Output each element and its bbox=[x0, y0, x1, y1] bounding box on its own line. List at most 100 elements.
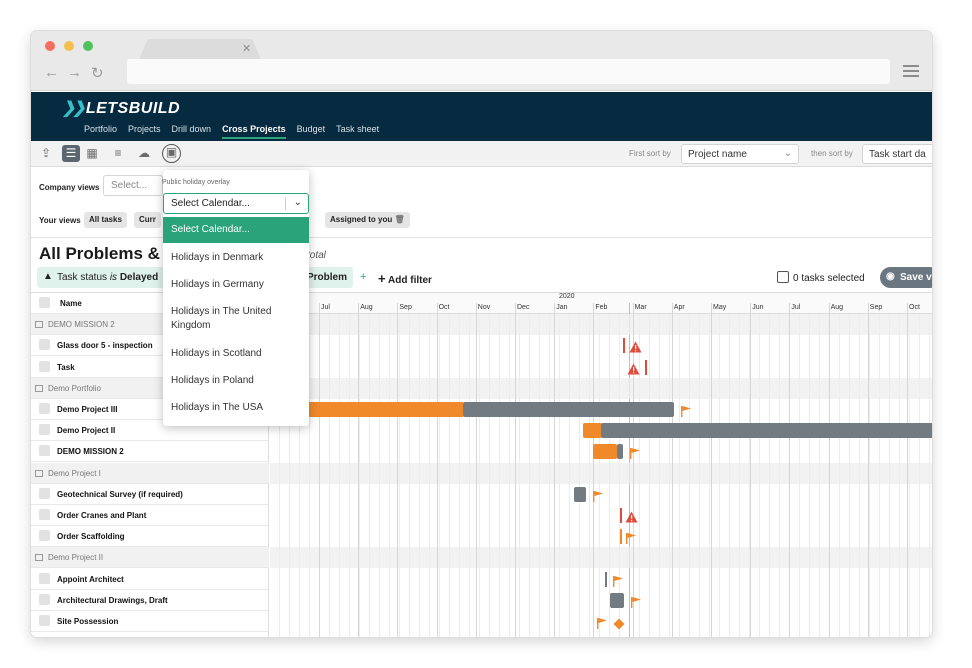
holiday-option[interactable]: Holidays in The United Kingdom bbox=[171, 306, 272, 331]
save-view-button[interactable]: ◉ Save v bbox=[880, 267, 932, 288]
task-row[interactable]: Architectural Drawings, Draft bbox=[31, 590, 269, 611]
holiday-option[interactable]: Holidays in Scotland bbox=[171, 348, 262, 359]
row-checkbox[interactable] bbox=[39, 360, 50, 372]
holiday-option[interactable]: Holidays in The USA bbox=[171, 402, 264, 413]
settings-sliders-icon[interactable]: ≡ bbox=[114, 146, 122, 160]
export-icon[interactable]: ⇪ bbox=[40, 146, 52, 160]
flag-icon[interactable] bbox=[680, 404, 692, 417]
month-divider bbox=[789, 303, 791, 637]
name-column-header[interactable]: Name bbox=[31, 293, 269, 314]
gantt-bar[interactable] bbox=[593, 444, 617, 460]
holiday-overlay-label: Public holiday overlay bbox=[162, 179, 230, 186]
group-row[interactable]: Demo Project II bbox=[31, 547, 269, 569]
flag-icon[interactable] bbox=[592, 489, 604, 502]
nav-task-sheet[interactable]: Task sheet bbox=[336, 124, 380, 134]
flag-icon[interactable] bbox=[612, 574, 624, 587]
cloud-download-icon[interactable]: ☁ bbox=[138, 146, 150, 160]
task-row[interactable]: Demo Project II bbox=[31, 420, 269, 442]
task-row[interactable]: Task bbox=[31, 357, 269, 378]
gantt-chart[interactable]: 2020 Jul Aug Sep Oct Nov Dec Jan Feb Mar Apr May Ju… bbox=[270, 293, 932, 637]
row-checkbox[interactable] bbox=[39, 424, 50, 436]
gantt-bar[interactable] bbox=[574, 486, 586, 502]
gantt-bar[interactable] bbox=[583, 423, 602, 439]
warning-icon[interactable] bbox=[629, 340, 642, 353]
task-row[interactable]: Geotechnical Survey (if required) bbox=[31, 484, 269, 505]
select-all-checkbox[interactable] bbox=[777, 271, 789, 283]
then-sort-select[interactable]: Task start da bbox=[862, 144, 932, 164]
row-checkbox[interactable] bbox=[39, 509, 50, 520]
gantt-bar[interactable] bbox=[601, 423, 932, 439]
milestone-tick[interactable] bbox=[645, 359, 647, 375]
close-tab-icon[interactable]: ✕ bbox=[242, 43, 252, 55]
back-icon[interactable]: ← bbox=[44, 64, 59, 81]
add-filter-button[interactable]: + Add filter bbox=[378, 271, 432, 286]
grid-view-icon[interactable]: ▦ bbox=[86, 146, 98, 160]
filter-chip-status[interactable]: ▲ Task status is Delayed bbox=[37, 267, 167, 288]
reload-icon[interactable]: ↻ bbox=[91, 65, 104, 82]
calendar-icon[interactable]: ▣ bbox=[162, 144, 181, 163]
warning-icon[interactable] bbox=[627, 362, 640, 375]
holiday-option[interactable]: Select Calendar... bbox=[163, 217, 309, 243]
view-chip-current[interactable]: Curr bbox=[134, 212, 161, 228]
group-grid-icon bbox=[35, 321, 43, 329]
diamond-icon[interactable] bbox=[613, 617, 625, 630]
holiday-option[interactable]: Holidays in Poland bbox=[171, 375, 254, 386]
milestone-tick[interactable] bbox=[623, 338, 625, 354]
close-window-icon[interactable] bbox=[45, 41, 55, 51]
row-checkbox[interactable] bbox=[39, 572, 50, 584]
nav-budget[interactable]: Budget bbox=[296, 124, 326, 134]
row-checkbox[interactable] bbox=[39, 530, 50, 542]
row-checkbox[interactable] bbox=[39, 403, 50, 414]
letsbuild-logo[interactable]: ❯❯ LETSBUILD bbox=[62, 100, 181, 117]
row-checkbox[interactable] bbox=[39, 615, 50, 626]
minimize-window-icon[interactable] bbox=[64, 41, 74, 51]
maximize-window-icon[interactable] bbox=[83, 41, 93, 51]
milestone-tick[interactable] bbox=[605, 571, 607, 587]
flag-icon[interactable] bbox=[625, 531, 637, 545]
milestone-tick[interactable] bbox=[620, 529, 622, 545]
url-bar[interactable] bbox=[127, 59, 890, 84]
flag-icon[interactable] bbox=[630, 595, 642, 608]
nav-projects[interactable]: Projects bbox=[128, 124, 161, 134]
tasks-selected[interactable]: 0 tasks selected bbox=[777, 271, 865, 284]
task-row[interactable]: DEMO MISSION 2 bbox=[31, 441, 269, 463]
holiday-option[interactable]: Holidays in Germany bbox=[171, 279, 264, 290]
first-sort-select[interactable]: Project name ⌄ bbox=[681, 144, 799, 164]
gantt-bar[interactable] bbox=[270, 402, 463, 417]
row-checkbox[interactable] bbox=[39, 487, 50, 499]
company-views-select[interactable]: Select... bbox=[103, 175, 163, 196]
task-row[interactable]: Site Possession bbox=[31, 611, 269, 632]
row-checkbox[interactable] bbox=[39, 593, 50, 605]
task-row[interactable]: Appoint Architect bbox=[31, 569, 269, 590]
task-row[interactable]: Glass door 5 - inspection bbox=[31, 335, 269, 357]
milestone-tick[interactable] bbox=[620, 508, 622, 523]
browser-menu-icon[interactable] bbox=[903, 65, 919, 77]
gantt-bar[interactable] bbox=[610, 592, 624, 608]
group-row[interactable]: Demo Project I bbox=[31, 462, 269, 484]
flag-icon[interactable] bbox=[596, 616, 608, 629]
gantt-view-icon[interactable]: ☰ bbox=[62, 145, 80, 162]
browser-tab[interactable] bbox=[138, 39, 262, 61]
warning-icon[interactable] bbox=[625, 510, 638, 523]
row-checkbox[interactable] bbox=[39, 339, 50, 351]
header-checkbox[interactable] bbox=[39, 297, 50, 308]
add-filter-label: Add filter bbox=[388, 275, 432, 286]
gantt-bar[interactable] bbox=[617, 444, 623, 460]
trash-icon[interactable]: 🗑 bbox=[394, 215, 405, 224]
nav-drill-down[interactable]: Drill down bbox=[171, 124, 212, 134]
holiday-option[interactable]: Holidays in Denmark bbox=[171, 252, 264, 263]
gantt-bar[interactable] bbox=[463, 402, 674, 417]
filter-chip-problem[interactable]: Problem bbox=[303, 267, 354, 288]
task-row[interactable]: Order Cranes and Plant bbox=[31, 505, 269, 526]
task-row[interactable]: Order Scaffolding bbox=[31, 526, 269, 548]
view-chip-all-tasks[interactable]: All tasks bbox=[84, 212, 127, 228]
nav-cross-projects[interactable]: Cross Projects bbox=[222, 124, 286, 139]
add-filter-plus-icon[interactable]: + bbox=[360, 271, 367, 283]
nav-portfolio[interactable]: Portfolio bbox=[84, 124, 118, 134]
task-row[interactable]: Demo Project III bbox=[31, 399, 269, 420]
view-chip-assigned[interactable]: Assigned to you 🗑 bbox=[325, 212, 410, 228]
forward-icon[interactable]: → bbox=[67, 64, 82, 81]
flag-icon[interactable] bbox=[629, 446, 641, 460]
holiday-calendar-select[interactable]: Select Calendar... ⌄ bbox=[163, 193, 309, 214]
row-checkbox[interactable] bbox=[39, 445, 50, 457]
